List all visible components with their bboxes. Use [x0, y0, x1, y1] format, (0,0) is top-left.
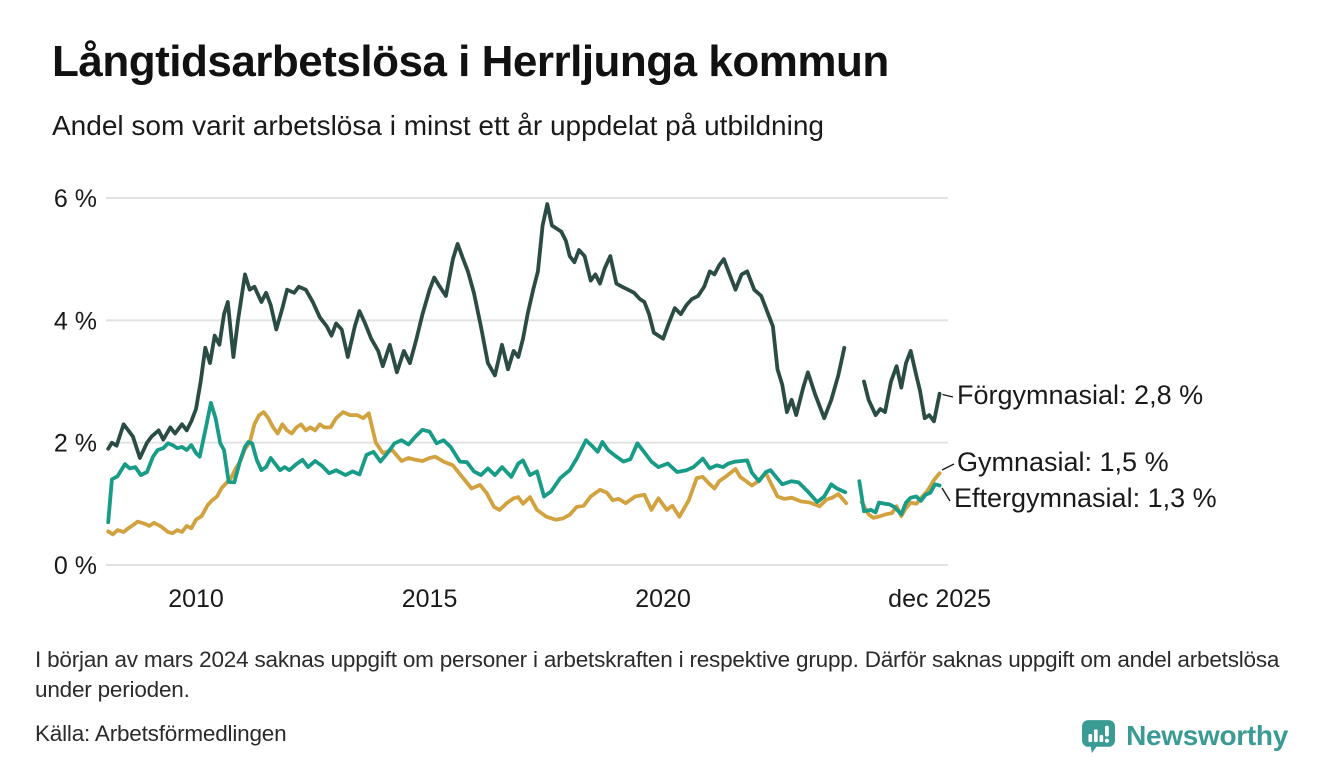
series-end-label-eftergymnasial: Eftergymnasial: 1,3 % [954, 483, 1217, 513]
series-line-eftergymnasial [106, 401, 848, 525]
newsworthy-logo-text: Newsworthy [1126, 719, 1288, 751]
series-line-forgymnasial [862, 349, 942, 424]
label-connector-gymnasial [941, 463, 955, 471]
x-tick-label: 2015 [402, 585, 458, 613]
series-line-forgymnasial [106, 202, 847, 460]
series-end-label-gymnasial: Gymnasial: 1,5 % [957, 447, 1169, 477]
y-tick-label: 0 % [54, 552, 97, 580]
newsworthy-logo: Newsworthy [1080, 717, 1288, 754]
y-tick-label: 2 % [54, 430, 97, 458]
series-line-eftergymnasial [857, 479, 942, 517]
y-tick-label: 4 % [54, 307, 97, 335]
line-chart: 0 % 2 % 4 % 6 % 2010 2015 2020 dec 2025 Förgymna… [54, 185, 1217, 613]
page-title: Långtidsarbetslösa i Herrljunga kommun [52, 37, 889, 86]
source-note: Källa: Arbetsförmedlingen [35, 721, 287, 746]
series-line-gymnasial [106, 410, 849, 537]
newsworthy-bubble-chart-icon [1080, 717, 1117, 754]
chart-footnote: I början av mars 2024 saknas uppgift om … [35, 647, 1280, 702]
x-tick-label: 2020 [635, 585, 691, 613]
chart-header: Långtidsarbetslösa i Herrljunga kommun A… [52, 37, 1292, 142]
y-tick-label: 6 % [54, 185, 97, 213]
page-subtitle: Andel som varit arbetslösa i minst ett å… [52, 110, 824, 142]
series-end-label-forgymnasial: Förgymnasial: 2,8 % [957, 380, 1203, 410]
label-connector-eftergymnasial [941, 487, 951, 502]
x-tick-label: dec 2025 [888, 585, 991, 613]
label-connector-forgymnasial [942, 393, 954, 398]
x-tick-label: 2010 [168, 585, 224, 613]
